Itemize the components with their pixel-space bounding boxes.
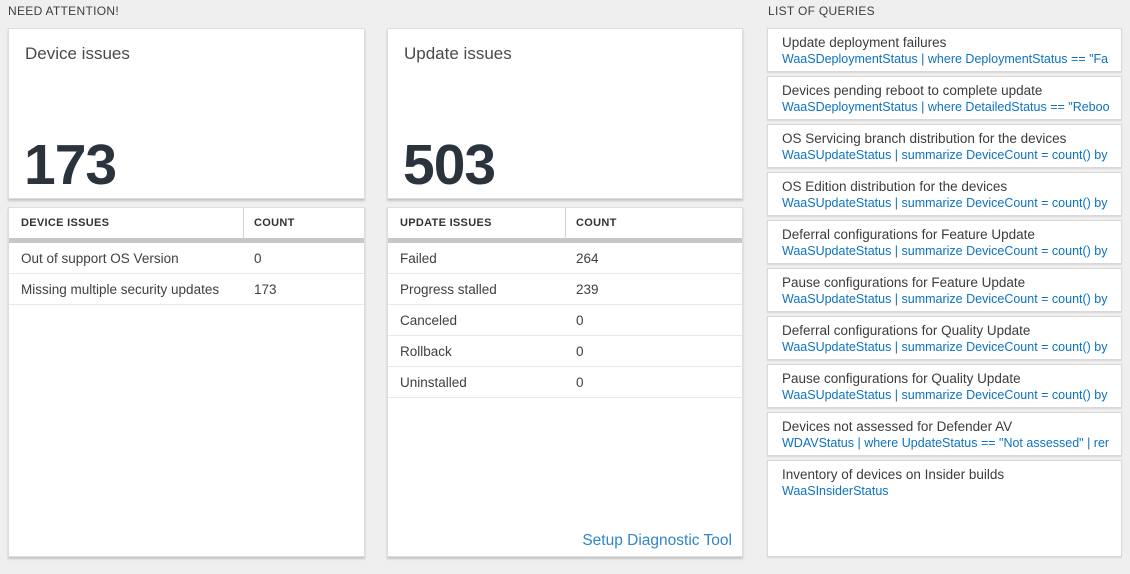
device-table-horizontal-scrollbar[interactable] — [9, 238, 364, 243]
row-count: 0 — [576, 374, 584, 390]
query-title: Inventory of devices on Insider builds — [782, 467, 1005, 482]
row-count: 0 — [254, 250, 262, 266]
table-row[interactable]: Canceled 0 — [388, 305, 742, 336]
query-title: Devices not assessed for Defender AV — [782, 419, 1013, 434]
row-label: Out of support OS Version — [21, 250, 179, 266]
table-row[interactable]: Out of support OS Version 0 — [9, 243, 364, 274]
row-label: Canceled — [400, 312, 458, 328]
device-issues-tile[interactable]: Device issues 173 — [8, 28, 365, 199]
update-table-header: UPDATE ISSUES COUNT — [388, 208, 742, 238]
list-of-queries-panel: Update deployment failures WaaSDeploymen… — [767, 28, 1122, 557]
row-label: Uninstalled — [400, 374, 467, 390]
section-label-need-attention: NEED ATTENTION! — [8, 4, 119, 18]
query-text: WaaSUpdateStatus | summarize DeviceCount… — [782, 148, 1109, 162]
query-item[interactable]: Deferral configurations for Quality Upda… — [767, 316, 1122, 360]
section-label-list-of-queries: LIST OF QUERIES — [768, 4, 875, 18]
query-text: WaaSInsiderStatus — [782, 484, 889, 498]
row-label: Missing multiple security updates — [21, 281, 220, 297]
query-text: WaaSUpdateStatus | summarize DeviceCount… — [782, 196, 1109, 210]
table-row[interactable]: Uninstalled 0 — [388, 367, 742, 398]
query-item[interactable]: Pause configurations for Feature Update … — [767, 268, 1122, 312]
query-text: WaaSUpdateStatus | summarize DeviceCount… — [782, 244, 1109, 258]
update-issues-title: Update issues — [404, 44, 512, 63]
query-item[interactable]: Devices not assessed for Defender AV WDA… — [767, 412, 1122, 456]
device-table-header: DEVICE ISSUES COUNT — [9, 208, 364, 238]
table-row[interactable]: Missing multiple security updates 173 — [9, 274, 364, 305]
device-issues-table: DEVICE ISSUES COUNT Out of support OS Ve… — [8, 207, 365, 557]
query-item[interactable]: Devices pending reboot to complete updat… — [767, 76, 1122, 120]
query-item[interactable]: Update deployment failures WaaSDeploymen… — [767, 28, 1122, 72]
update-table-header-count: COUNT — [576, 217, 617, 229]
device-table-header-issues: DEVICE ISSUES — [9, 208, 244, 238]
query-text: WaaSUpdateStatus | summarize DeviceCount… — [782, 340, 1109, 354]
table-row[interactable]: Rollback 0 — [388, 336, 742, 367]
row-count: 0 — [576, 312, 584, 328]
update-issues-table: UPDATE ISSUES COUNT Failed 264 Progress … — [387, 207, 743, 557]
query-text: WaaSDeploymentStatus | where DeploymentS… — [782, 52, 1109, 66]
row-label: Rollback — [400, 343, 452, 359]
table-row[interactable]: Progress stalled 239 — [388, 274, 742, 305]
update-table-header-issues: UPDATE ISSUES — [388, 208, 566, 238]
query-item[interactable]: OS Edition distribution for the devices … — [767, 172, 1122, 216]
row-label: Failed — [400, 250, 437, 266]
query-title: OS Servicing branch distribution for the… — [782, 131, 1067, 146]
device-table-header-count: COUNT — [254, 217, 295, 229]
query-title: Pause configurations for Feature Update — [782, 275, 1026, 290]
row-count: 264 — [576, 250, 599, 266]
update-issues-count: 503 — [403, 133, 496, 198]
query-title: Deferral configurations for Quality Upda… — [782, 323, 1031, 338]
query-item[interactable]: OS Servicing branch distribution for the… — [767, 124, 1122, 168]
row-count: 0 — [576, 343, 584, 359]
query-title: OS Edition distribution for the devices — [782, 179, 1008, 194]
update-issues-tile[interactable]: Update issues 503 — [387, 28, 743, 199]
query-item[interactable]: Deferral configurations for Feature Upda… — [767, 220, 1122, 264]
query-item[interactable]: Inventory of devices on Insider builds W… — [767, 460, 1122, 557]
query-text: WDAVStatus | where UpdateStatus == "Not … — [782, 436, 1109, 450]
row-count: 239 — [576, 281, 599, 297]
update-table-horizontal-scrollbar[interactable] — [388, 238, 742, 243]
query-text: WaaSDeploymentStatus | where DetailedSta… — [782, 100, 1109, 114]
query-title: Deferral configurations for Feature Upda… — [782, 227, 1035, 242]
device-issues-title: Device issues — [25, 44, 130, 63]
query-title: Update deployment failures — [782, 35, 947, 50]
query-text: WaaSUpdateStatus | summarize DeviceCount… — [782, 388, 1109, 402]
row-label: Progress stalled — [400, 281, 497, 297]
table-row[interactable]: Failed 264 — [388, 243, 742, 274]
setup-diagnostic-tool-link[interactable]: Setup Diagnostic Tool — [582, 532, 732, 549]
query-item[interactable]: Pause configurations for Quality Update … — [767, 364, 1122, 408]
query-title: Devices pending reboot to complete updat… — [782, 83, 1043, 98]
device-issues-count: 173 — [24, 133, 117, 198]
query-text: WaaSUpdateStatus | summarize DeviceCount… — [782, 292, 1109, 306]
query-title: Pause configurations for Quality Update — [782, 371, 1021, 386]
row-count: 173 — [254, 281, 277, 297]
